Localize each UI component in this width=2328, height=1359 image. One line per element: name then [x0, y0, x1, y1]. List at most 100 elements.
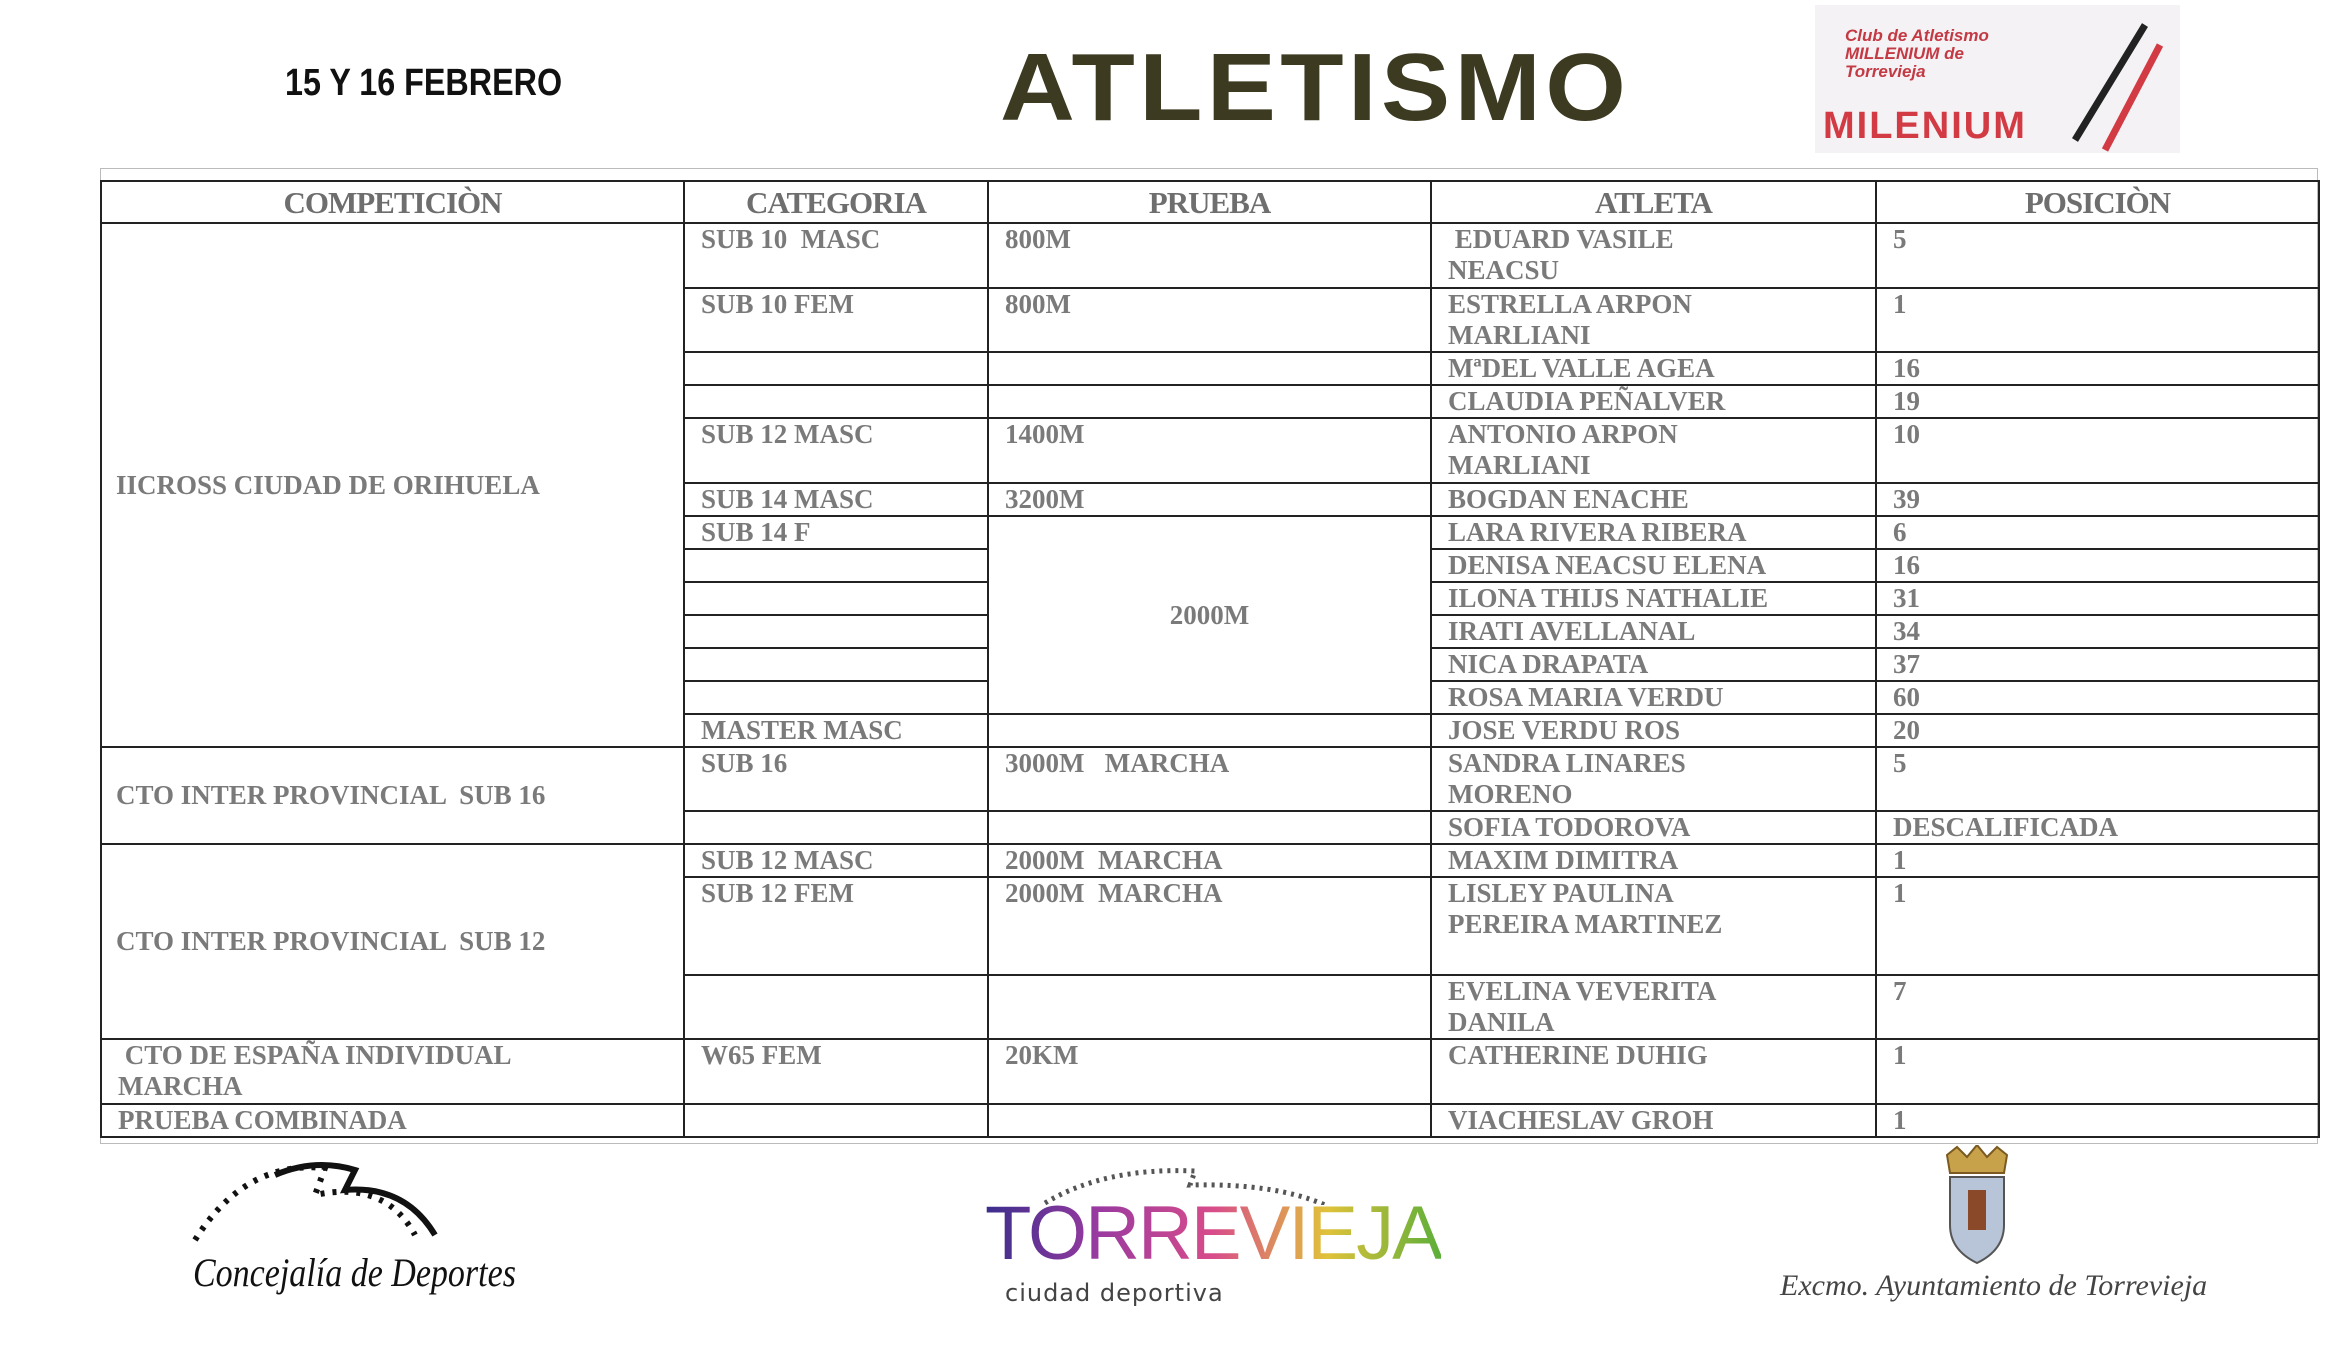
- atleta-cell: CLAUDIA PEÑALVER: [1430, 384, 1877, 419]
- atleta-cell: ESTRELLA ARPON MARLIANI: [1430, 287, 1877, 353]
- prueba-cell: [987, 713, 1432, 748]
- event-date: 15 Y 16 FEBRERO: [285, 62, 563, 104]
- table-row: CTO INTER PROVINCIAL SUB 16 SUB 16 3000M M…: [100, 746, 2320, 845]
- atleta-cell: LISLEY PAULINA PEREIRA MARTINEZ: [1430, 876, 1877, 976]
- torrevieja-text: TORREVIEJA: [985, 1191, 1443, 1276]
- competicion-cell: CTO DE ESPAÑA INDIVIDUAL MARCHA: [100, 1038, 685, 1105]
- table-row: CTO DE ESPAÑA INDIVIDUAL MARCHA W65 FEM 20…: [100, 1038, 2320, 1105]
- categoria-cell: [683, 1103, 989, 1138]
- posicion-cell: 6: [1875, 515, 2320, 550]
- posicion-cell: 39: [1875, 482, 2320, 517]
- atleta-cell: JOSE VERDU ROS: [1430, 713, 1877, 748]
- prueba-cell: 3000M MARCHA: [987, 746, 1432, 812]
- coat-of-arms-icon: [1945, 1145, 2009, 1265]
- table-row: NICA DRAPATA 37: [101, 647, 2320, 682]
- prueba-cell: 2000M: [987, 515, 1432, 715]
- torrevieja-subtitle: ciudad deportiva: [1005, 1279, 1224, 1307]
- prueba-cell: [987, 974, 1432, 1040]
- col-atleta: ATLETA: [1430, 180, 1877, 224]
- posicion-cell: 10: [1875, 417, 2320, 484]
- prueba-cell: 2000M MARCHA: [987, 876, 1432, 976]
- categoria-cell: [683, 974, 989, 1040]
- categoria-cell: [683, 384, 989, 419]
- club-logo: Club de Atletismo MILLENIUM de Torreviej…: [1815, 5, 2180, 153]
- col-posicion: POSICIÒN: [1875, 180, 2320, 224]
- atleta-cell: SOFIA TODOROVA: [1430, 810, 1877, 845]
- table-row: EVELINA VEVERITA DANILA 7: [101, 974, 2320, 1040]
- atleta-cell: EVELINA VEVERITA DANILA: [1430, 974, 1877, 1040]
- prueba-cell: 800M: [987, 222, 1432, 289]
- atletismo-logo-title: ATLETISMO: [1000, 34, 1631, 141]
- col-competicion: COMPETICIÒN: [100, 180, 685, 224]
- posicion-cell: 1: [1875, 1103, 2320, 1138]
- categoria-cell: SUB 12 MASC: [683, 843, 989, 878]
- atleta-cell: NICA DRAPATA: [1430, 647, 1877, 682]
- categoria-cell: [683, 548, 989, 583]
- categoria-cell: [683, 647, 989, 682]
- atleta-cell: CATHERINE DUHIG: [1430, 1038, 1877, 1105]
- prueba-cell: [987, 810, 1432, 845]
- posicion-cell: 19: [1875, 384, 2320, 419]
- prueba-cell: 3200M: [987, 482, 1432, 517]
- prueba-cell: 20KM: [987, 1038, 1432, 1105]
- posicion-cell: 31: [1875, 581, 2320, 616]
- atleta-cell: IRATI AVELLANAL: [1430, 614, 1877, 649]
- competicion-cell: CTO INTER PROVINCIAL SUB 12: [100, 843, 685, 1040]
- categoria-cell: [683, 680, 989, 715]
- table-row: IICROSS CIUDAD DE ORIHUELA SUB 10 MASC 800…: [100, 222, 2320, 748]
- categoria-cell: [683, 581, 989, 616]
- table-header-row: COMPETICIÒN CATEGORIA PRUEBA ATLETA POSI…: [100, 180, 2320, 224]
- categoria-cell: [683, 351, 989, 386]
- atleta-cell: MAXIM DIMITRA: [1430, 843, 1877, 878]
- prueba-cell: [987, 351, 1432, 386]
- concejalia-arc-icon: [192, 1162, 438, 1242]
- table-row: SUB 10 FEM 800M ESTRELLA ARPON MARLIANI 1: [101, 287, 2320, 353]
- concejalia-text: Concejalía de Deportes: [193, 1250, 516, 1295]
- ayuntamiento-logo: Excmo. Ayuntamiento de Torrevieja: [1775, 1145, 2207, 1310]
- categoria-cell: SUB 16: [683, 746, 989, 812]
- competicion-cell: CTO INTER PROVINCIAL SUB 16: [100, 746, 685, 845]
- club-logo-small-text: Club de Atletismo MILLENIUM de Torreviej…: [1845, 26, 1989, 81]
- table-row: MASTER MASC JOSE VERDU ROS 20: [101, 713, 2320, 748]
- col-prueba: PRUEBA: [987, 180, 1432, 224]
- table-row: PRUEBA COMBINADA VIACHESLAV GROH 1: [100, 1103, 2320, 1138]
- prueba-cell: 2000M MARCHA: [987, 843, 1432, 878]
- categoria-cell: W65 FEM: [683, 1038, 989, 1105]
- categoria-cell: SUB 12 MASC: [683, 417, 989, 484]
- prueba-cell: 800M: [987, 287, 1432, 353]
- posicion-cell: 37: [1875, 647, 2320, 682]
- categoria-cell: MASTER MASC: [683, 713, 989, 748]
- categoria-cell: SUB 10 FEM: [683, 287, 989, 353]
- table-row: MªDEL VALLE AGEA 16: [101, 351, 2320, 386]
- posicion-cell: 7: [1875, 974, 2320, 1040]
- atleta-cell: MªDEL VALLE AGEA: [1430, 351, 1877, 386]
- posicion-cell: 34: [1875, 614, 2320, 649]
- javelin-icon: [2072, 23, 2164, 152]
- posicion-cell: 1: [1875, 287, 2320, 353]
- table-row: CTO INTER PROVINCIAL SUB 12 SUB 12 MASC 20…: [100, 843, 2320, 1040]
- posicion-cell: 5: [1875, 746, 2320, 812]
- atleta-cell: VIACHESLAV GROH: [1430, 1103, 1877, 1138]
- atleta-cell: DENISA NEACSU ELENA: [1430, 548, 1877, 583]
- categoria-cell: SUB 14 MASC: [683, 482, 989, 517]
- atleta-cell: SANDRA LINARES MORENO: [1430, 746, 1877, 812]
- table-row: IRATI AVELLANAL 34: [101, 614, 2320, 649]
- prueba-cell: [987, 384, 1432, 419]
- table-row: SUB 12 MASC 1400M ANTONIO ARPON MARLIANI 10: [101, 417, 2320, 484]
- table-row: ILONA THIJS NATHALIE 31: [101, 581, 2320, 616]
- categoria-cell: SUB 10 MASC: [683, 222, 989, 289]
- torrevieja-logo: TORREVIEJA ciudad deportiva: [985, 1165, 1443, 1315]
- posicion-cell: 60: [1875, 680, 2320, 715]
- categoria-cell: SUB 14 F: [683, 515, 989, 550]
- table-row: DENISA NEACSU ELENA 16: [101, 548, 2320, 583]
- table-row: ROSA MARIA VERDU 60: [101, 680, 2320, 715]
- table-row: SUB 12 FEM 2000M MARCHA LISLEY PAULINA PER…: [101, 876, 2320, 976]
- competicion-cell: IICROSS CIUDAD DE ORIHUELA: [100, 222, 685, 748]
- atleta-cell: ANTONIO ARPON MARLIANI: [1430, 417, 1877, 484]
- categoria-cell: SUB 12 FEM: [683, 876, 989, 976]
- col-categoria: CATEGORIA: [683, 180, 989, 224]
- posicion-cell: 16: [1875, 351, 2320, 386]
- posicion-cell: 5: [1875, 222, 2320, 289]
- concejalia-logo: Concejalía de Deportes: [185, 1150, 565, 1310]
- posicion-cell: DESCALIFICADA: [1875, 810, 2320, 845]
